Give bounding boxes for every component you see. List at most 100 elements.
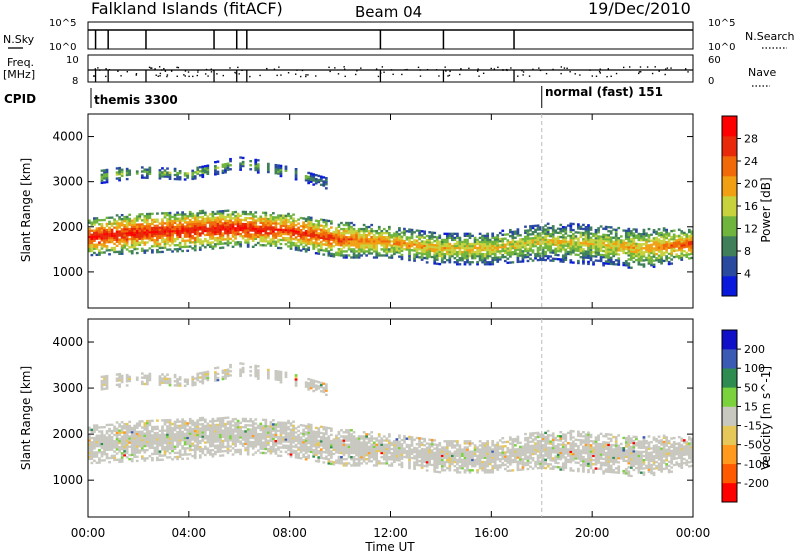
power-cell	[105, 232, 109, 236]
power-cell	[135, 217, 139, 220]
velocity-cell	[347, 447, 351, 451]
power-cell	[559, 246, 563, 249]
power-cell	[135, 170, 139, 173]
power-cell	[569, 224, 573, 227]
velocity-cell	[236, 425, 240, 429]
power-cell	[508, 255, 512, 258]
power-cell	[614, 263, 618, 266]
power-cell	[478, 232, 482, 235]
velocity-cell	[256, 439, 260, 442]
power-panel-frame	[87, 113, 694, 309]
power-cell	[433, 262, 437, 265]
power-cell	[657, 246, 661, 249]
power-cell	[249, 168, 253, 171]
power-cell	[637, 232, 641, 236]
power-cell	[622, 245, 626, 248]
velocity-cell	[244, 432, 248, 435]
velocity-cell	[322, 436, 326, 439]
power-cell	[375, 250, 379, 253]
power-cell	[665, 259, 668, 262]
power-cell	[113, 220, 116, 223]
nave-dot	[615, 72, 618, 75]
power-cell	[511, 251, 515, 254]
nave-dot	[278, 66, 280, 68]
velocity-cell	[153, 452, 157, 456]
power-cell	[216, 230, 220, 234]
power-cell	[483, 259, 487, 262]
power-cell	[249, 211, 253, 214]
power-cell	[433, 256, 437, 259]
power-cell	[400, 243, 404, 246]
power-cell	[168, 219, 172, 223]
power-cell	[569, 253, 573, 256]
power-cell	[531, 239, 535, 242]
velocity-cell	[332, 463, 336, 466]
power-cell	[564, 238, 568, 241]
velocity-cell	[145, 448, 149, 452]
power-cell	[665, 234, 668, 238]
power-cell	[539, 240, 542, 243]
velocity-cell	[120, 431, 124, 434]
nave-dot	[579, 74, 581, 76]
power-cell	[582, 256, 585, 259]
power-cell	[531, 251, 535, 254]
power-cell	[430, 245, 434, 249]
power-cell	[224, 232, 227, 235]
power-cell	[287, 226, 290, 230]
power-cell	[226, 244, 230, 247]
power-cell	[687, 230, 691, 234]
power-cell	[322, 243, 326, 246]
power-cell	[219, 230, 222, 233]
power-cell	[357, 244, 361, 247]
power-cell	[304, 240, 308, 243]
power-cell	[670, 246, 674, 249]
power-cell	[266, 219, 270, 223]
velocity-cell	[324, 436, 328, 440]
velocity-cell	[261, 433, 265, 436]
power-cell	[181, 219, 184, 222]
power-cell	[486, 240, 490, 244]
nave-dot	[444, 66, 446, 68]
power-cell	[544, 232, 547, 235]
power-cell	[372, 246, 376, 249]
power-cell	[556, 253, 560, 257]
velocity-cell	[183, 453, 187, 456]
power-cell	[481, 246, 484, 250]
velocity-cell	[125, 447, 129, 451]
power-cell	[660, 239, 663, 243]
power-cell	[357, 240, 361, 243]
power-cell	[541, 242, 545, 245]
velocity-cell	[347, 453, 351, 457]
power-cell	[171, 240, 174, 243]
power-cell	[546, 230, 550, 234]
power-cell	[201, 211, 205, 215]
velocity-cell	[198, 423, 202, 426]
power-cell	[647, 252, 651, 255]
power-cell	[629, 258, 633, 261]
velocity-cell	[304, 424, 308, 428]
power-cell	[261, 240, 265, 243]
power-cell	[420, 248, 424, 251]
power-cell	[508, 241, 512, 244]
power-cell	[642, 247, 646, 250]
power-cell	[309, 236, 313, 240]
velocity-cell	[143, 457, 147, 460]
power-cell	[211, 245, 215, 248]
power-cell	[433, 246, 437, 249]
velocity-cell	[95, 436, 99, 440]
power-cell	[115, 226, 119, 229]
power-cell	[375, 248, 379, 251]
velocity-cell	[282, 438, 285, 441]
power-cell	[294, 230, 298, 233]
nave-dot	[569, 71, 571, 73]
power-cell	[400, 247, 404, 251]
velocity-cell	[277, 435, 280, 439]
power-cell	[241, 164, 245, 168]
power-cell	[297, 248, 300, 252]
velocity-cell	[312, 440, 316, 444]
power-cell	[171, 236, 174, 239]
power-cell	[466, 261, 469, 264]
power-cell	[246, 239, 250, 242]
velocity-cell	[246, 442, 250, 446]
